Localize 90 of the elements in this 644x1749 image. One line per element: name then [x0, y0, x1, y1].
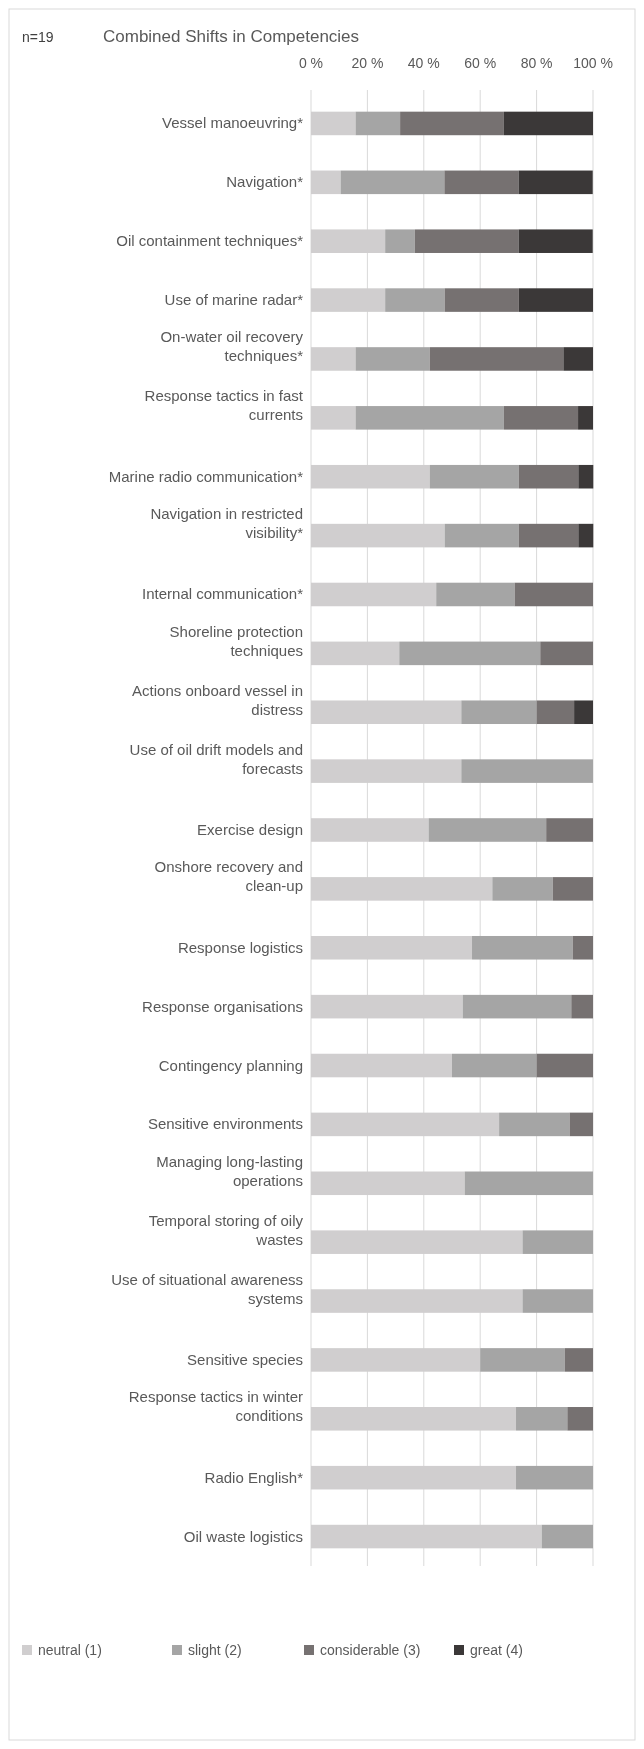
- y-tick-label: Response logistics: [177, 938, 303, 956]
- y-tick-label: Actions onboard vessel in distress: [132, 681, 303, 718]
- y-tick-label: Response organisations: [142, 997, 303, 1015]
- bar: [571, 994, 593, 1019]
- x-tick-label: 80 %: [520, 55, 553, 71]
- bar: [518, 288, 593, 312]
- bar: [564, 1348, 593, 1372]
- bar: [578, 464, 594, 489]
- bar: [518, 523, 579, 548]
- y-tick-label: Onshore recovery and clean-up: [154, 858, 303, 895]
- y-tick-label: Sensitive environments: [147, 1115, 303, 1133]
- legend-label: slight (2): [188, 1642, 242, 1658]
- bar: [355, 111, 401, 136]
- y-tick-label: Exercise design: [197, 821, 303, 838]
- bar: [414, 229, 519, 253]
- bar: [518, 464, 579, 489]
- bar: [444, 170, 519, 195]
- bar: [569, 1112, 593, 1137]
- y-tick-label: Marine radio communication*: [108, 467, 304, 485]
- bar: [461, 700, 537, 725]
- bar: [428, 818, 547, 842]
- x-tick-label: 100 %: [573, 55, 613, 71]
- bar: [461, 759, 593, 783]
- x-tick-label: 60 %: [464, 55, 497, 71]
- bar: [429, 464, 519, 489]
- bar: [563, 347, 593, 371]
- bar: [578, 523, 594, 548]
- bar: [385, 288, 445, 312]
- y-tick-label: Use of oil drift models and forecasts: [129, 740, 303, 777]
- bar: [541, 1524, 593, 1549]
- legend-label: great (4): [470, 1642, 523, 1658]
- bar: [452, 1053, 537, 1078]
- legend-label: neutral (1): [38, 1642, 102, 1658]
- bar: [567, 1407, 593, 1431]
- y-tick-label: Managing long-lasting operations: [156, 1152, 303, 1189]
- bar: [516, 1407, 568, 1431]
- bar: [429, 347, 564, 371]
- bar: [516, 1465, 593, 1490]
- bar: [444, 288, 519, 312]
- x-tick-label: 0 %: [298, 55, 324, 71]
- bar: [340, 170, 445, 195]
- y-tick-label: Response tactics in winter conditions: [128, 1388, 303, 1425]
- y-tick-label: Use of situational awareness systems: [111, 1270, 303, 1307]
- bar: [536, 700, 575, 725]
- bar: [462, 994, 572, 1019]
- bar: [464, 1171, 593, 1196]
- bar: [444, 523, 519, 548]
- y-tick-label: Navigation in restricted visibility*: [150, 505, 304, 542]
- chart-title: Combined Shifts in Competencies: [103, 27, 360, 46]
- y-tick-label: Internal communication*: [142, 585, 304, 603]
- bar: [522, 1289, 593, 1313]
- y-tick-label: Response tactics in fast currents: [144, 387, 304, 424]
- bar: [355, 347, 430, 371]
- bar: [518, 170, 593, 195]
- y-tick-label: On-water oil recovery techniques*: [160, 328, 304, 365]
- bar: [399, 641, 541, 666]
- bar: [480, 1348, 565, 1372]
- y-tick-label: Oil containment techniques*: [116, 232, 304, 250]
- bar: [503, 406, 579, 430]
- y-tick-label: Sensitive species: [187, 1350, 303, 1368]
- bar: [578, 406, 593, 430]
- y-tick-label: Oil waste logistics: [183, 1527, 303, 1545]
- y-tick-label: Radio English*: [204, 1468, 304, 1486]
- text: n=19: [22, 29, 54, 45]
- legend-label: considerable (3): [320, 1642, 421, 1658]
- bar: [503, 111, 593, 136]
- y-tick-label: Shoreline protection techniques: [169, 622, 303, 659]
- bar: [540, 641, 593, 666]
- bar: [552, 877, 593, 901]
- y-tick-label: Contingency planning: [158, 1056, 303, 1074]
- bar: [522, 1230, 593, 1254]
- y-tick-label: Navigation*: [226, 173, 304, 191]
- bar: [385, 229, 415, 253]
- x-tick-label: 40 %: [407, 55, 440, 71]
- bar: [518, 229, 593, 253]
- x-tick-label: 20 %: [351, 55, 384, 71]
- bar: [436, 582, 515, 607]
- y-tick-label: Vessel manoeuvring*: [162, 114, 304, 132]
- bar: [499, 1112, 570, 1137]
- bar: [492, 877, 553, 901]
- bar: [574, 700, 593, 725]
- bar: [355, 406, 504, 430]
- bar: [400, 111, 504, 136]
- bar: [536, 1053, 593, 1078]
- y-tick-label: Temporal storing of oily wastes: [148, 1211, 304, 1248]
- bar: [572, 935, 593, 960]
- bar: [472, 935, 573, 960]
- y-tick-label: Use of marine radar*: [164, 291, 304, 309]
- bar: [514, 582, 593, 607]
- bar: [546, 818, 593, 842]
